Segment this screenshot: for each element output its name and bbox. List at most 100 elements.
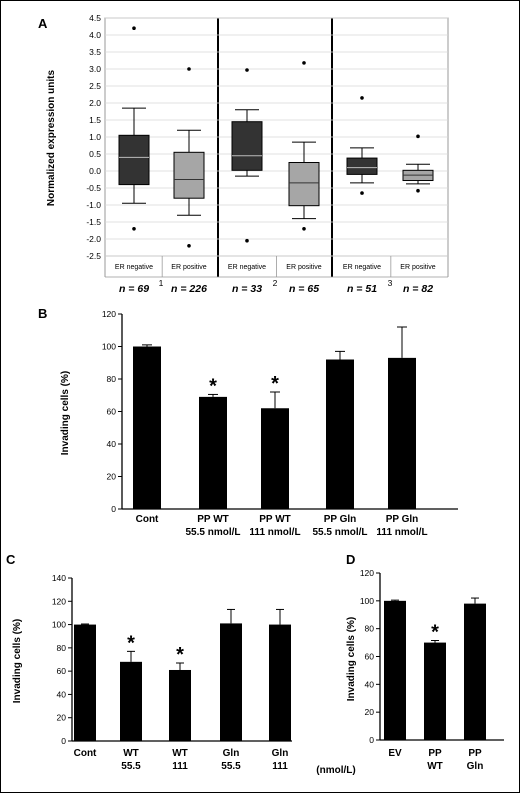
panel-b-category-sublabel: 111 nmol/L (249, 527, 300, 538)
panel-c-significance-star: * (127, 632, 135, 654)
panel-a-ytick-label: 2.0 (89, 98, 101, 108)
panel-a-n-label: n = 33 (232, 283, 262, 295)
panel-a-ytick-label: 3.5 (89, 47, 101, 57)
panel-c-significance-star: * (176, 644, 184, 666)
panel-a-ytick-label: 1.5 (89, 115, 101, 125)
panel-a-plot: 4.5 4.0 3.5 3.0 2.5 2.0 1.5 1.0 0.5 0.0 -0.5 -1.0 -1… (86, 13, 449, 295)
panel-b-plot: 0 20 40 60 80 100 120 Cont * PP WT 55.5 nmol/L * PP … (102, 309, 458, 538)
panel-a-ytick-label: 4.0 (89, 30, 101, 40)
panel-a-ytick-label: 2.5 (89, 81, 101, 91)
panel-a-group-number: 3 (388, 278, 393, 288)
panel-a-category-label: ER negative (115, 264, 153, 271)
panel-a-category-label: ER positive (286, 264, 322, 271)
panel-b-letter: B (38, 306, 47, 321)
panel-c-ylabel: Invading cells (%) (12, 619, 23, 703)
panel-c-ytick-label: 120 (52, 596, 66, 606)
panel-a-ytick-label: -1.5 (86, 217, 101, 227)
panel-c-plot: 0 20 40 60 80 100 120 140 Cont * WT 55.5 * WT 111 Gln 55… (52, 573, 292, 772)
panel-b-bar (199, 396, 227, 509)
panel-a-box (346, 157, 378, 175)
panel-b-ytick-label: 0 (111, 504, 116, 514)
panel-b-category-sublabel: 55.5 nmol/L (185, 527, 240, 538)
panel-d-category-sublabel: WT (427, 761, 443, 772)
panel-a-ytick-label: 3.0 (89, 64, 101, 74)
panel-a-category-label: ER negative (343, 264, 381, 271)
panel-a-outlier (187, 244, 191, 248)
panel-c-category-label: Gln (223, 748, 240, 759)
panel-a-ytick-label: -2.5 (86, 251, 101, 261)
panel-a-n-label: n = 82 (403, 283, 433, 295)
panel-d-bar (384, 600, 406, 740)
panel-c-category-sublabel: 111 (172, 761, 188, 772)
panel-c-bar (74, 624, 96, 741)
panel-d-bar (464, 603, 486, 740)
panel-c-category-label: Gln (272, 748, 289, 759)
panel-a-outlier (245, 238, 249, 243)
panel-d-letter: D (346, 552, 355, 567)
panel-c-letter: C (6, 552, 16, 567)
panel-c-bar (169, 669, 191, 741)
panel-a-outlier (360, 191, 364, 195)
panel-d-ytick-label: 120 (360, 568, 374, 578)
panel-a-n-label: n = 226 (171, 283, 207, 295)
panel-d-plot: 0 20 40 60 80 100 120 EV * PP WT PP Gln (360, 568, 504, 772)
panel-b-ytick-label: 120 (102, 309, 116, 319)
panel-a-box (118, 134, 150, 186)
panel-b-category-sublabel: 111 nmol/L (376, 527, 427, 538)
panel-a-outlier (132, 227, 136, 231)
panel-b-significance-star: * (271, 373, 279, 395)
panel-b-category-sublabel: 55.5 nmol/L (312, 527, 367, 538)
panel-a-outlier (302, 227, 306, 231)
panel-a-ylabel: Normalized expression units (46, 69, 57, 206)
panel-c-bar (120, 661, 142, 741)
panel-c-category-label: WT (123, 748, 139, 759)
panel-d-category-sublabel: Gln (467, 761, 484, 772)
panel-d-ytick-label: 20 (365, 707, 375, 717)
panel-a-category-label: ER positive (171, 264, 207, 271)
panel-d-ytick-label: 60 (365, 652, 375, 662)
panel-a-n-label: n = 69 (119, 283, 149, 295)
panel-d-category-label: EV (388, 748, 402, 759)
panel-a-ytick-label: -1.0 (86, 200, 101, 210)
panel-c-ytick-label: 40 (57, 689, 67, 699)
panel-a-outlier (302, 61, 306, 65)
panel-a-outlier (416, 134, 420, 139)
panel-d-significance-star: * (431, 621, 439, 643)
panel-c-bar (220, 623, 242, 741)
panel-b-category-label: PP Gln (324, 514, 357, 525)
panel-b-bar (388, 357, 416, 509)
panel-d-ytick-label: 80 (365, 624, 375, 634)
panel-c-unit-note: (nmol/L) (316, 765, 355, 776)
panel-a-outlier (187, 67, 191, 71)
panel-a-box (288, 162, 320, 207)
panel-b-ytick-label: 40 (107, 439, 117, 449)
panel-b-category-label: PP Gln (386, 514, 419, 525)
panel-a-outlier (416, 188, 420, 193)
panel-b-ytick-label: 20 (107, 472, 117, 482)
panel-a-n-label: n = 65 (289, 283, 319, 295)
panel-a-n-label: n = 51 (347, 283, 377, 295)
panel-b-significance-star: * (209, 375, 217, 397)
panel-b-ylabel: Invading cells (%) (60, 371, 71, 455)
panel-b-bar (326, 359, 354, 509)
panel-a-outlier (245, 68, 249, 72)
panel-c-category-sublabel: 55.5 (121, 761, 141, 772)
panel-d-ylabel: Invading cells (%) (346, 617, 357, 701)
panel-b-ytick-label: 80 (107, 374, 117, 384)
panel-c-category-label: Cont (74, 748, 97, 759)
panel-b-category-label: PP WT (259, 514, 290, 525)
panel-a-ytick-label: 0.5 (89, 149, 101, 159)
panel-a-category-label: ER positive (400, 264, 436, 271)
panel-d-ytick-label: 100 (360, 596, 374, 606)
panel-a-group-number: 2 (273, 278, 278, 288)
panel-d-category-label: PP (468, 748, 482, 759)
panel-c-ytick-label: 60 (57, 666, 67, 676)
panel-a-outlier (132, 26, 136, 31)
panel-a-box (231, 121, 263, 171)
panel-c-category-sublabel: 55.5 (221, 761, 241, 772)
panel-a-group-number: 1 (159, 278, 164, 288)
panel-a-letter: A (38, 16, 48, 31)
panel-a-ytick-label: -0.5 (86, 183, 101, 193)
panel-d-ytick-label: 40 (365, 679, 375, 689)
